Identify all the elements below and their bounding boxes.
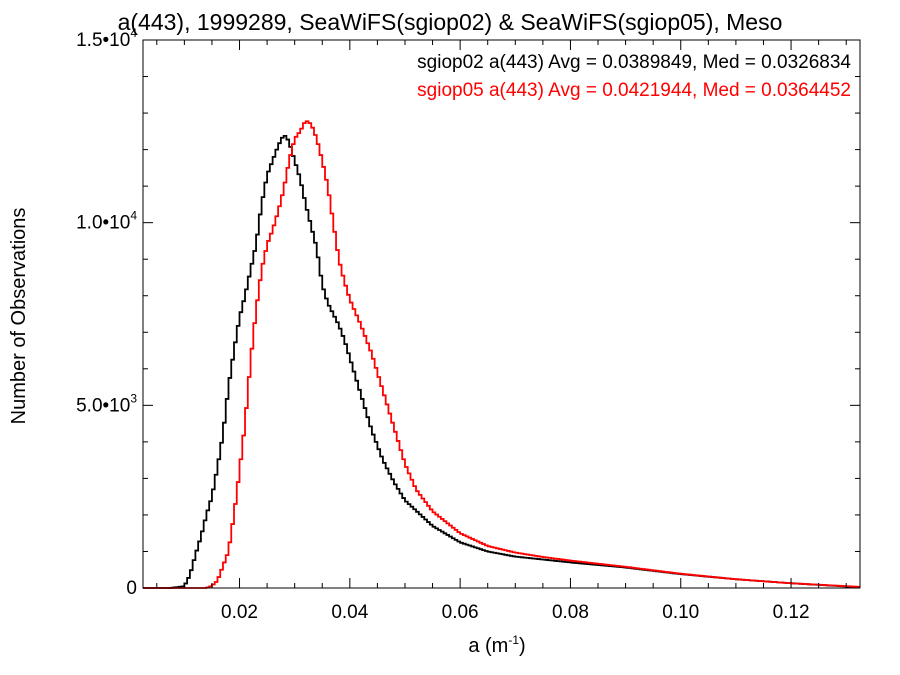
y-tick-label-base: 5.0•10 bbox=[76, 395, 130, 416]
series-layer bbox=[143, 120, 860, 589]
y-tick-label: 1.0•104 bbox=[76, 209, 137, 234]
y-tick-label-base: 1.0•10 bbox=[76, 213, 130, 234]
x-axis-label-exponent: -1 bbox=[508, 633, 519, 647]
y-tick-label-base: 1.5•10 bbox=[76, 30, 130, 51]
series-line-sgiop05 bbox=[143, 120, 860, 589]
y-tick-label-exponent: 4 bbox=[130, 26, 137, 40]
y-tick-label: 5.0•103 bbox=[76, 391, 137, 416]
y-tick-label-exponent: 3 bbox=[130, 391, 137, 405]
y-tick-label-base: 0 bbox=[126, 578, 137, 599]
x-axis-label-text: a (m bbox=[468, 635, 508, 657]
y-tick-label: 1.5•104 bbox=[76, 26, 137, 51]
x-tick-label: 0.10 bbox=[662, 602, 699, 623]
plot-frame bbox=[142, 39, 861, 589]
x-tick-label: 0.06 bbox=[442, 602, 479, 623]
y-axis-label: Number of Observations bbox=[8, 208, 30, 425]
legend-entry-sgiop05: sgiop05 a(443) Avg = 0.0421944, Med = 0.… bbox=[417, 80, 851, 101]
y-tick-label: 0 bbox=[126, 578, 137, 599]
legend-entry-sgiop02: sgiop02 a(443) Avg = 0.0389849, Med = 0.… bbox=[417, 52, 851, 73]
x-axis-label: a (m-1) bbox=[468, 633, 525, 657]
y-tick-label-exponent: 4 bbox=[130, 209, 137, 223]
x-axis-label-close: ) bbox=[519, 635, 526, 657]
x-tick-label: 0.08 bbox=[552, 602, 589, 623]
axes-layer: 0.02 0.04 0.06 0.08 0.10 0.1205.0•1031.0•1041… bbox=[76, 26, 860, 623]
x-tick-label: 0.04 bbox=[331, 602, 368, 623]
x-tick-label: 0.02 bbox=[221, 602, 258, 623]
x-tick-label: 0.12 bbox=[773, 602, 810, 623]
chart-title: a(443), 1999289, SeaWiFS(sgiop02) & SeaW… bbox=[118, 9, 783, 35]
